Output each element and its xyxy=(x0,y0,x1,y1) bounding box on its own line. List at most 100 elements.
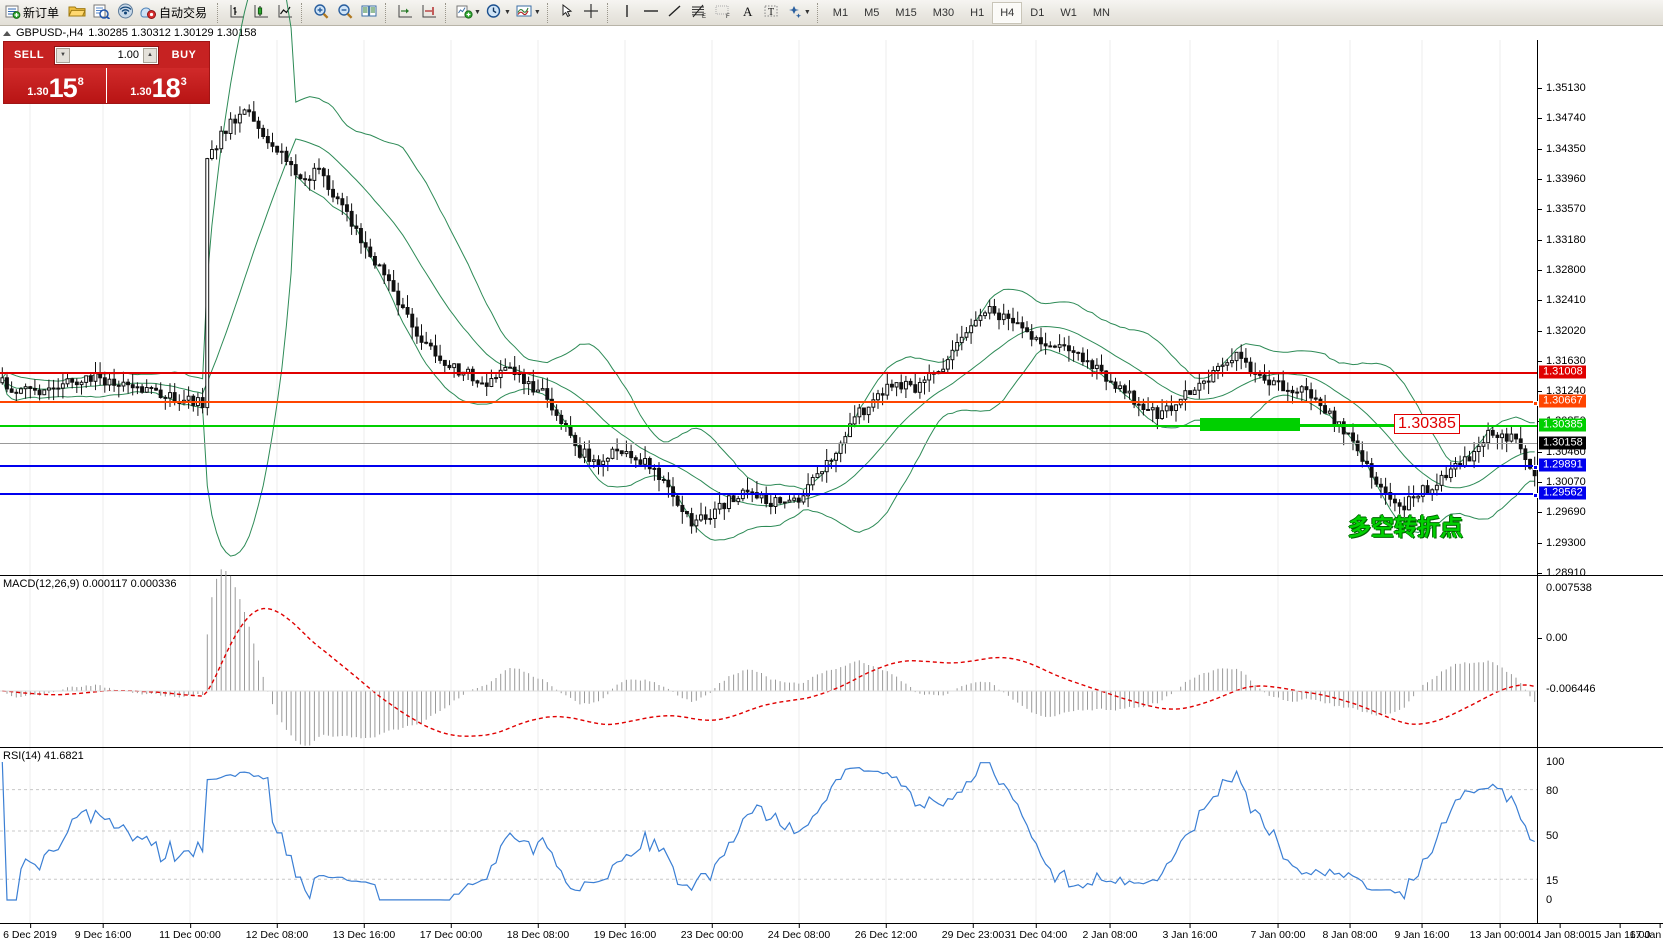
trade-panel-quotes: 1.30 15 8 1.30 18 3 xyxy=(4,68,209,103)
shift-end-button[interactable] xyxy=(393,1,417,25)
price-tag-resistance-upper[interactable]: 1.31008 xyxy=(1539,365,1586,379)
timeframe-group: M1 M5 M15 M30 H1 H4 D1 W1 MN xyxy=(825,1,1118,24)
vertical-line-button[interactable] xyxy=(615,1,639,25)
svg-text:F: F xyxy=(726,14,730,19)
fibonacci-button[interactable]: E xyxy=(687,1,711,25)
buy-button[interactable]: BUY xyxy=(171,49,197,61)
pivot-zone-band[interactable] xyxy=(1200,418,1300,431)
toolbar-separator xyxy=(606,2,611,23)
text-label-button[interactable]: T xyxy=(759,1,783,25)
chevron-down-icon[interactable]: ▼ xyxy=(474,9,481,16)
sell-price-prefix: 1.30 xyxy=(27,86,49,98)
timeframe-mn[interactable]: MN xyxy=(1092,6,1110,19)
price-tick: 1.31240 xyxy=(1538,385,1586,397)
wifi-icon xyxy=(117,3,134,22)
rsi-axis[interactable]: 100 80 50 15 0 xyxy=(1537,747,1663,923)
price-tick: 1.34740 xyxy=(1538,112,1586,124)
price-tag-support-lower[interactable]: 1.29562 xyxy=(1539,486,1586,500)
chevron-down-icon[interactable]: ▼ xyxy=(803,9,811,16)
timeframe-h4[interactable]: H4 xyxy=(992,1,1023,24)
price-callout[interactable]: 1.30385 xyxy=(1394,414,1460,434)
svg-text:E: E xyxy=(702,14,706,19)
text-label-icon: T xyxy=(762,3,780,22)
crosshair-button[interactable] xyxy=(579,1,603,25)
auto-scroll-icon xyxy=(420,3,438,22)
sell-quote[interactable]: 1.30 15 8 xyxy=(4,68,107,103)
timeframe-m1[interactable]: M1 xyxy=(832,6,849,19)
horizontal-line-icon xyxy=(641,3,661,22)
time-axis[interactable]: 6 Dec 2019 9 Dec 16:00 11 Dec 00:00 12 Dec … xyxy=(0,923,1663,946)
folder-button[interactable] xyxy=(65,1,89,25)
time-tick-label: 31 Dec 04:00 xyxy=(1004,923,1068,941)
time-tick-label: 12 Dec 08:00 xyxy=(245,923,309,941)
buy-quote[interactable]: 1.30 18 3 xyxy=(107,68,209,103)
text-button[interactable]: A xyxy=(735,1,759,25)
trendline-button[interactable] xyxy=(663,1,687,25)
timeframe-w1[interactable]: W1 xyxy=(1060,6,1077,19)
price-tag-support-upper[interactable]: 1.29891 xyxy=(1539,458,1586,472)
candlestick-chart-button[interactable] xyxy=(249,1,273,25)
macd-canvas xyxy=(0,569,1661,748)
price-chart-pane[interactable] xyxy=(0,0,1661,575)
price-tick: 1.32800 xyxy=(1538,264,1586,276)
new-order-button[interactable]: 新订单 xyxy=(2,1,65,25)
time-tick-label: 9 Dec 16:00 xyxy=(74,923,132,941)
print-preview-button[interactable] xyxy=(89,1,113,25)
macd-label: MACD(12,26,9) 0.000117 0.000336 xyxy=(3,578,177,590)
one-click-trade-panel[interactable]: SELL ▼ 1.00 ▲ BUY 1.30 15 8 1.30 18 3 xyxy=(3,41,210,104)
horizontal-line-button[interactable] xyxy=(639,1,663,25)
volume-input[interactable]: 1.00 xyxy=(117,49,139,61)
line-chart-icon xyxy=(276,3,294,22)
indicators-button[interactable]: ▼ xyxy=(453,1,483,25)
collapse-triangle-icon[interactable] xyxy=(3,30,11,36)
zoom-in-icon xyxy=(312,3,330,22)
buy-price-fraction: 3 xyxy=(180,76,187,88)
time-tick-label: 19 Dec 16:00 xyxy=(593,923,657,941)
main-toolbar: 新订单 xyxy=(0,0,1663,26)
timeframe-h1[interactable]: H1 xyxy=(970,6,985,19)
svg-text:A: A xyxy=(743,4,753,19)
connection-status-button[interactable] xyxy=(113,1,137,25)
time-tick-label: 15 Jan 16:00 xyxy=(1589,923,1651,941)
volume-increase-button[interactable]: ▲ xyxy=(143,47,157,63)
channel-button[interactable]: F xyxy=(711,1,735,25)
price-tick: 1.32020 xyxy=(1538,325,1586,337)
price-tag-current-price[interactable]: 1.30158 xyxy=(1539,436,1586,450)
timeframe-m30[interactable]: M30 xyxy=(932,6,955,19)
price-axis[interactable]: 1.35130 1.34740 1.34350 1.33960 1.33570 1.331… xyxy=(1537,40,1663,579)
price-tick: 1.31630 xyxy=(1538,355,1586,367)
chevron-down-icon[interactable]: ▼ xyxy=(503,9,511,16)
price-tag-pivot-zone[interactable]: 1.30385 xyxy=(1539,418,1586,432)
macd-pane[interactable]: MACD(12,26,9) 0.000117 0.000336 xyxy=(0,569,1661,748)
shapes-button[interactable]: ▼ xyxy=(783,1,813,25)
volume-decrease-button[interactable]: ▼ xyxy=(56,47,70,63)
bar-chart-button[interactable] xyxy=(225,1,249,25)
timeframe-d1[interactable]: D1 xyxy=(1030,6,1045,19)
rsi-pane[interactable]: RSI(14) 41.6821 xyxy=(0,747,1661,924)
toolbar-separator xyxy=(445,2,449,23)
time-tick-label: 8 Jan 08:00 xyxy=(1322,923,1378,941)
price-tick: 1.30070 xyxy=(1538,476,1586,488)
tile-windows-button[interactable] xyxy=(357,1,381,25)
cursor-button[interactable] xyxy=(555,1,579,25)
macd-axis[interactable]: 0.007538 0.00 -0.006446 xyxy=(1537,575,1663,747)
price-tick: 1.32410 xyxy=(1538,294,1586,306)
zoom-out-button[interactable] xyxy=(333,1,357,25)
period-button[interactable]: ▼ xyxy=(483,1,513,25)
rsi-label: RSI(14) 41.6821 xyxy=(3,750,84,762)
timeframe-m15[interactable]: M15 xyxy=(895,6,917,19)
zoom-in-button[interactable] xyxy=(309,1,333,25)
sell-button[interactable]: SELL xyxy=(13,49,45,61)
autotrade-button[interactable]: 自动交易 xyxy=(137,1,213,25)
toolbar-separator xyxy=(301,2,305,23)
timeframe-m5[interactable]: M5 xyxy=(864,6,880,19)
rsi-tick: 100 xyxy=(1546,756,1565,768)
price-tag-resistance-lower[interactable]: 1.30667 xyxy=(1539,394,1586,408)
line-chart-button[interactable] xyxy=(273,1,297,25)
rsi-tick: 50 xyxy=(1546,830,1559,842)
auto-scroll-button[interactable] xyxy=(417,1,441,25)
chevron-down-icon[interactable]: ▼ xyxy=(533,9,541,16)
toolbar-separator xyxy=(385,2,389,23)
templates-button[interactable]: ▼ xyxy=(513,1,543,25)
volume-stepper[interactable]: ▼ 1.00 ▲ xyxy=(54,45,159,65)
